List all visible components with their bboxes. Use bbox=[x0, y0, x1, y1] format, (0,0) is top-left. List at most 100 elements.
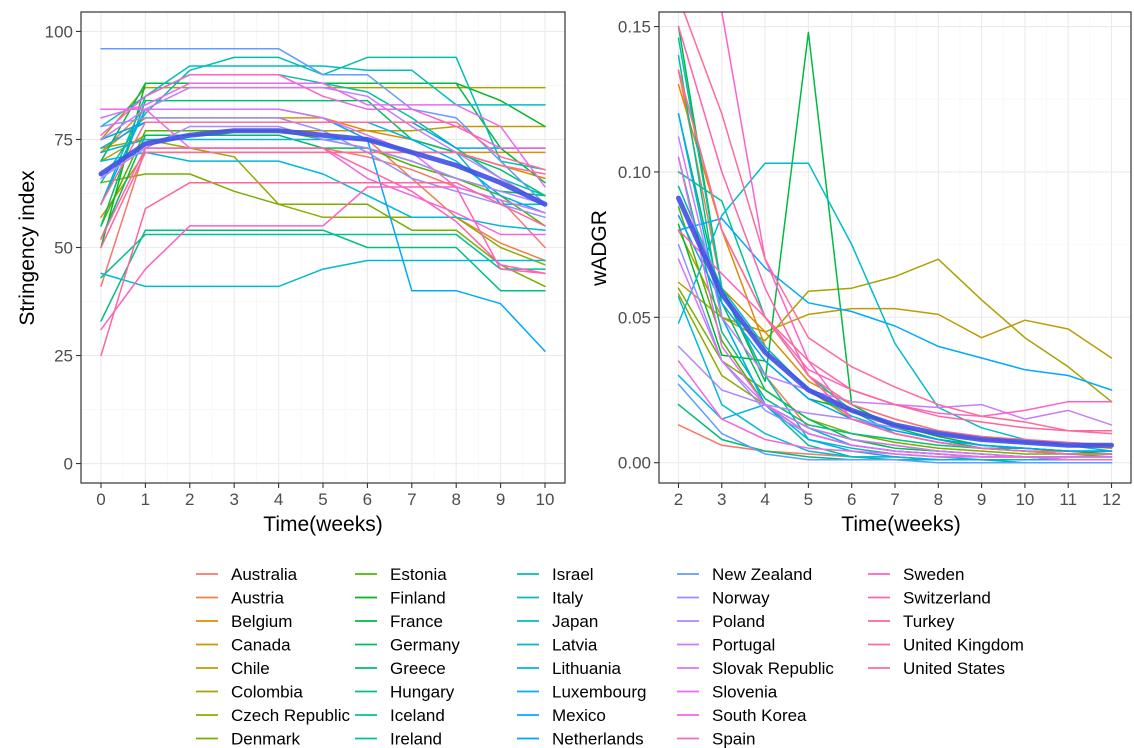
legend-label: Netherlands bbox=[552, 730, 644, 748]
legend-item: Finland bbox=[355, 589, 446, 608]
legend-item: Colombia bbox=[196, 683, 303, 702]
legend-label: France bbox=[390, 612, 443, 631]
legend-label: Switzerland bbox=[903, 589, 991, 608]
legend-label: Lithuania bbox=[552, 659, 622, 678]
legend-label: Italy bbox=[552, 589, 584, 608]
stringency-series-czech-republic bbox=[100, 138, 546, 266]
wadgr-x-tick-label: 11 bbox=[1059, 490, 1077, 509]
stringency-x-tick-label: 8 bbox=[451, 490, 460, 509]
legend-label: Turkey bbox=[903, 612, 955, 631]
legend-item: France bbox=[355, 612, 443, 631]
legend-item: Iceland bbox=[355, 706, 445, 725]
legend-item: Greece bbox=[355, 659, 446, 678]
stringency-series-japan bbox=[100, 259, 546, 288]
legend-item: Australia bbox=[196, 565, 298, 584]
legend-label: Slovak Republic bbox=[712, 659, 834, 678]
legend-label: South Korea bbox=[712, 706, 807, 725]
stringency-y-axis-title: Stringency index bbox=[16, 170, 39, 326]
legend-item: Norway bbox=[677, 589, 770, 608]
legend-item: Canada bbox=[196, 636, 291, 655]
stringency-x-tick-label: 1 bbox=[141, 490, 150, 509]
wadgr-series-new-zealand bbox=[677, 383, 1113, 464]
stringency-x-tick-label: 4 bbox=[274, 490, 283, 509]
wadgr-panel: 2 3 4 5 6 7 8 9 10 11 12 0.00 0.05 0.10 0.15 Time(wee… bbox=[588, 11, 1132, 536]
legend-label: New Zealand bbox=[712, 565, 812, 584]
legend-label: Ireland bbox=[390, 730, 442, 748]
stringency-series-united-states bbox=[100, 151, 546, 249]
wadgr-x-ticks: 2 3 4 5 6 7 8 9 10 11 12 bbox=[674, 483, 1121, 509]
legend-item: Slovenia bbox=[677, 683, 778, 702]
wadgr-y-tick-label: 0.00 bbox=[618, 454, 651, 473]
wadgr-y-tick-label: 0.15 bbox=[618, 18, 651, 37]
stringency-series-italy bbox=[100, 65, 546, 128]
legend-item: Mexico bbox=[517, 706, 606, 725]
legend: Australia Austria Belgium Canada Chile Colomb… bbox=[196, 565, 1024, 748]
legend-item: Italy bbox=[517, 589, 584, 608]
stringency-trend-line bbox=[98, 128, 548, 207]
legend-label: Israel bbox=[552, 565, 594, 584]
legend-label: Spain bbox=[712, 730, 755, 748]
legend-label: Belgium bbox=[231, 612, 292, 631]
stringency-y-tick-label: 75 bbox=[54, 130, 73, 149]
wadgr-x-tick-label: 5 bbox=[804, 490, 813, 509]
wadgr-y-axis-title: wADGR bbox=[588, 210, 611, 287]
stringency-series-denmark bbox=[100, 173, 546, 288]
legend-item: United States bbox=[868, 659, 1005, 678]
stringency-x-axis-title: Time(weeks) bbox=[263, 513, 382, 536]
wadgr-y-tick-label: 0.10 bbox=[618, 163, 651, 182]
legend-item: Sweden bbox=[868, 565, 964, 584]
legend-label: Japan bbox=[552, 612, 598, 631]
stringency-series-group bbox=[98, 47, 548, 357]
wadgr-x-tick-label: 4 bbox=[760, 490, 769, 509]
wadgr-trend-line bbox=[676, 195, 1114, 448]
legend-label: Germany bbox=[390, 636, 460, 655]
wadgr-x-tick-label: 10 bbox=[1015, 490, 1034, 509]
wadgr-x-tick-label: 12 bbox=[1102, 490, 1121, 509]
stringency-x-tick-label: 9 bbox=[496, 490, 505, 509]
wadgr-y-ticks: 0.00 0.05 0.10 0.15 bbox=[618, 18, 659, 473]
legend-item: Hungary bbox=[355, 683, 455, 702]
legend-item: Ireland bbox=[355, 730, 442, 748]
legend-item: Japan bbox=[517, 612, 598, 631]
legend-label: Canada bbox=[231, 636, 291, 655]
stringency-series-hungary bbox=[100, 229, 546, 322]
stringency-series-norway bbox=[100, 117, 546, 219]
stringency-series-slovenia bbox=[100, 82, 546, 188]
wadgr-x-tick-label: 7 bbox=[890, 490, 899, 509]
stringency-x-tick-label: 6 bbox=[363, 490, 372, 509]
legend-item: Austria bbox=[196, 589, 284, 608]
stringency-x-tick-label: 7 bbox=[407, 490, 416, 509]
legend-item: Estonia bbox=[355, 565, 447, 584]
stringency-series-iceland bbox=[100, 233, 546, 279]
legend-label: Norway bbox=[712, 589, 770, 608]
legend-label: Estonia bbox=[390, 565, 447, 584]
stringency-series-poland bbox=[100, 125, 546, 206]
legend-label: United States bbox=[903, 659, 1005, 678]
wadgr-y-tick-label: 0.05 bbox=[618, 308, 651, 327]
legend-item: Denmark bbox=[196, 730, 300, 748]
wadgr-x-tick-label: 9 bbox=[977, 490, 986, 509]
stringency-series-turkey bbox=[100, 181, 546, 357]
stringency-panel: 0 1 2 3 4 5 6 7 8 9 10 0 25 50 75 100 Time(weeks) Stri… bbox=[16, 11, 566, 536]
wadgr-x-tick-label: 8 bbox=[934, 490, 943, 509]
stringency-x-tick-label: 2 bbox=[185, 490, 194, 509]
legend-item: Belgium bbox=[196, 612, 292, 631]
stringency-x-tick-label: 10 bbox=[536, 490, 555, 509]
wadgr-series-group bbox=[676, 12, 1114, 464]
legend-item: Czech Republic bbox=[196, 706, 351, 725]
legend-item: Portugal bbox=[677, 636, 775, 655]
legend-label: Poland bbox=[712, 612, 765, 631]
legend-item: Switzerland bbox=[868, 589, 991, 608]
stringency-x-ticks: 0 1 2 3 4 5 6 7 8 9 10 bbox=[96, 483, 554, 509]
wadgr-series-netherlands bbox=[677, 214, 1113, 452]
legend-item: Lithuania bbox=[517, 659, 622, 678]
stringency-series-switzerland bbox=[100, 147, 546, 275]
legend-item: Latvia bbox=[517, 636, 598, 655]
legend-item: Chile bbox=[196, 659, 270, 678]
legend-label: Portugal bbox=[712, 636, 775, 655]
stringency-x-tick-label: 3 bbox=[229, 490, 238, 509]
wadgr-series-united-states bbox=[683, 12, 1113, 435]
stringency-y-tick-label: 50 bbox=[54, 239, 73, 258]
legend-item: South Korea bbox=[677, 706, 807, 725]
